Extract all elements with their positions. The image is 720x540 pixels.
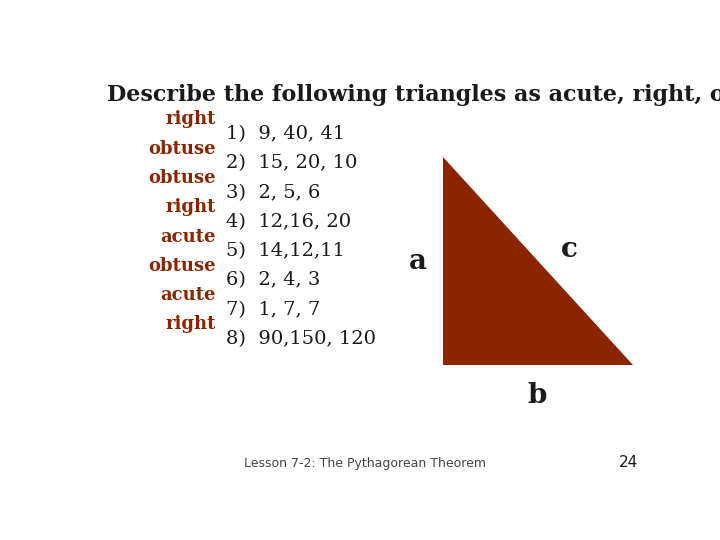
Text: c: c — [561, 236, 577, 263]
Text: 24: 24 — [619, 455, 638, 470]
Text: 6)  2, 4, 3: 6) 2, 4, 3 — [225, 272, 320, 289]
Text: acute: acute — [160, 227, 215, 246]
Text: 8)  90,150, 120: 8) 90,150, 120 — [225, 330, 376, 348]
Text: obtuse: obtuse — [148, 169, 215, 187]
Text: 4)  12,16, 20: 4) 12,16, 20 — [225, 213, 351, 231]
Text: 3)  2, 5, 6: 3) 2, 5, 6 — [225, 184, 320, 201]
Text: 2)  15, 20, 10: 2) 15, 20, 10 — [225, 154, 357, 172]
Text: obtuse: obtuse — [148, 256, 215, 275]
Text: b: b — [528, 382, 547, 409]
Text: obtuse: obtuse — [148, 140, 215, 158]
Text: right: right — [165, 111, 215, 129]
Text: a: a — [409, 248, 427, 275]
Text: right: right — [165, 315, 215, 333]
Text: right: right — [165, 198, 215, 216]
Text: Lesson 7-2: The Pythagorean Theorem: Lesson 7-2: The Pythagorean Theorem — [244, 457, 486, 470]
Text: 7)  1, 7, 7: 7) 1, 7, 7 — [225, 301, 320, 319]
Polygon shape — [443, 157, 632, 365]
Text: 5)  14,12,11: 5) 14,12,11 — [225, 242, 344, 260]
Text: 1)  9, 40, 41: 1) 9, 40, 41 — [225, 125, 345, 143]
Text: Describe the following triangles as acute, right, or obtuse: Describe the following triangles as acut… — [107, 84, 720, 106]
Text: acute: acute — [160, 286, 215, 304]
